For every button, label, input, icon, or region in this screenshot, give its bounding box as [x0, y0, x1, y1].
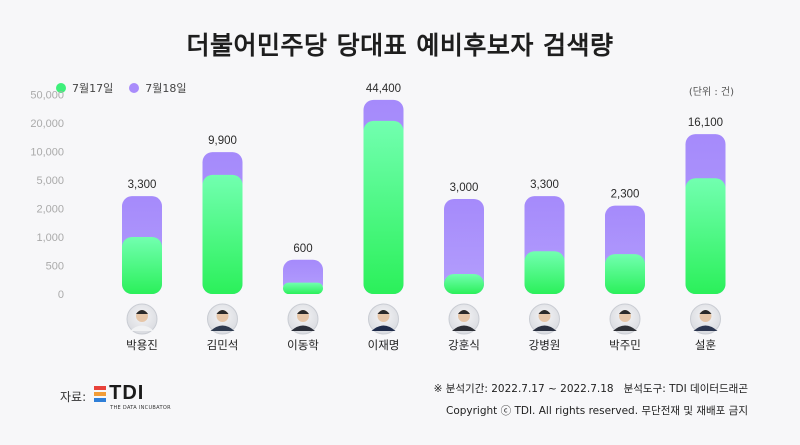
legend-item-jul17: 7월17일 [56, 80, 113, 96]
y-tick-label: 0 [58, 289, 64, 301]
bar-jul17 [122, 237, 162, 294]
y-tick-label: 1,000 [36, 232, 64, 244]
legend-label-jul17: 7월17일 [72, 82, 114, 95]
bar-jul17 [363, 120, 404, 294]
candidate-name: 박용진 [126, 338, 158, 352]
y-tick-label: 2,000 [36, 204, 64, 216]
avatar-suit-icon [532, 325, 557, 331]
chart-title: 더불어민주당 당대표 예비후보자 검색량 [186, 31, 614, 60]
bar-jul17 [685, 178, 726, 294]
legend-swatch-jul17 [56, 83, 66, 93]
y-tick-label: 500 [46, 261, 64, 273]
avatar-hair-icon [619, 310, 631, 314]
candidate-name: 강훈식 [448, 338, 480, 352]
bar-jul17 [524, 251, 565, 294]
bar-total-label: 16,100 [688, 117, 723, 129]
source-label: 자료: [60, 390, 87, 404]
source: 자료: TDI THE DATA INCUBATOR [60, 382, 171, 411]
bar-total-label: 2,300 [611, 189, 640, 201]
avatar-suit-icon [210, 325, 235, 331]
y-tick-label: 5,000 [36, 175, 64, 187]
avatar-hair-icon [458, 310, 470, 314]
tdi-logo-subtext: THE DATA INCUBATOR [110, 405, 171, 411]
bar-jul17 [202, 174, 243, 294]
tdi-logo: TDI THE DATA INCUBATOR [94, 382, 171, 411]
y-tick-label: 50,000 [30, 90, 64, 102]
candidate-name: 강병원 [529, 338, 561, 352]
legend-swatch-jul18 [129, 83, 140, 93]
unit-label: (단위 : 건) [688, 87, 734, 98]
footer-notes: ※ 분석기간: 2022.7.17 ~ 2022.7.18 분석도구: TDI … [434, 378, 748, 422]
avatar-hair-icon [699, 310, 712, 314]
candidate-name: 이동학 [287, 338, 319, 352]
avatar-suit-icon [130, 325, 154, 331]
bar-total-label: 3,000 [450, 182, 479, 194]
analysis-period: ※ 분석기간: 2022.7.17 ~ 2022.7.18 분석도구: TDI … [433, 383, 748, 395]
avatar-hair-icon [297, 310, 309, 314]
bar-jul18 [444, 199, 484, 294]
bar-total-label: 9,900 [208, 135, 237, 147]
legend-item-jul18: 7월18일 [129, 80, 187, 96]
avatar-hair-icon [136, 310, 148, 314]
avatar-hair-icon [377, 310, 390, 314]
bar-total-label: 44,400 [366, 83, 401, 95]
legend-label-jul18: 7월18일 [145, 82, 187, 95]
candidate-name: 이재명 [368, 338, 400, 352]
bar-total-label: 600 [293, 243, 312, 255]
avatar-suit-icon [693, 325, 718, 331]
candidate-name: 박주민 [609, 338, 641, 352]
legend: 7월17일 7월18일 [56, 80, 187, 96]
avatar-suit-icon [452, 325, 476, 331]
tdi-logo-text: TDI [109, 382, 145, 404]
candidate-name: 김민석 [207, 338, 239, 352]
candidate-name: 설훈 [695, 338, 716, 352]
bar-jul17 [283, 282, 323, 294]
bar-total-label: 3,300 [530, 179, 559, 191]
bar-jul17 [605, 254, 645, 294]
avatar-hair-icon [216, 310, 229, 314]
tdi-logo-bars-icon [94, 385, 107, 402]
bar-jul17 [444, 274, 484, 294]
y-tick-label: 20,000 [30, 118, 64, 130]
avatar-hair-icon [538, 310, 551, 314]
y-tick-label: 10,000 [30, 147, 64, 159]
avatar-suit-icon [371, 325, 396, 331]
bar-total-label: 3,300 [128, 179, 157, 191]
copyright: Copyright ⓒ TDI. All rights reserved. 무단… [445, 405, 748, 417]
avatar-suit-icon [291, 325, 315, 331]
avatar-suit-icon [613, 325, 637, 331]
